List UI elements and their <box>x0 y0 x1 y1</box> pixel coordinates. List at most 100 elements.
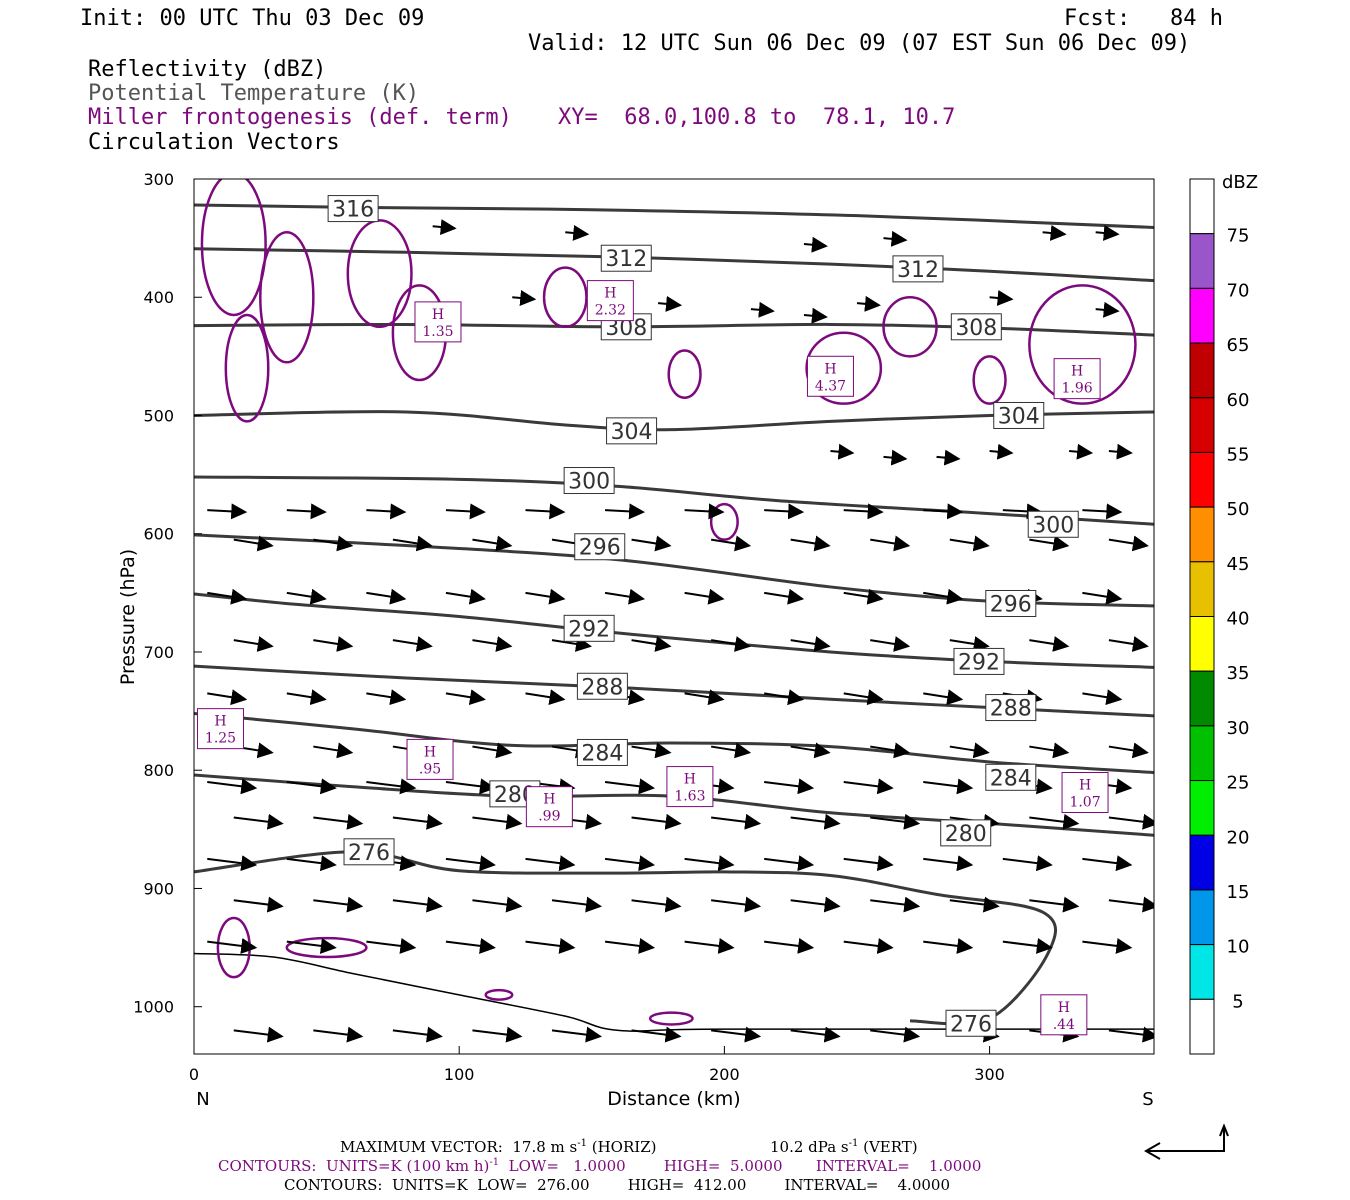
circulation-vector <box>472 535 513 552</box>
x-tick-label-3: 300 <box>974 1065 1005 1084</box>
circulation-vector <box>710 636 752 652</box>
theta-contour-316-0 <box>194 203 1154 229</box>
frontogenesis-contour <box>346 219 413 329</box>
theta-edge-label-5-box <box>953 647 1005 675</box>
colorbar-swatch-4 <box>1189 397 1215 453</box>
circulation-vector <box>233 896 284 913</box>
circulation-vector <box>313 636 354 652</box>
circulation-vector <box>790 742 831 759</box>
field-miller: Miller frontogenesis (def. term) <box>88 105 512 130</box>
circulation-vector <box>1082 588 1123 605</box>
circulation-vector <box>870 1026 921 1043</box>
frontogenesis-contour <box>1028 284 1137 405</box>
theta-label-0-box <box>327 195 379 223</box>
circulation-vector <box>604 937 656 954</box>
circulation-vector <box>551 636 592 652</box>
circulation-vector <box>286 937 337 954</box>
circulation-vector <box>366 689 407 706</box>
theta-contour-300-5 <box>194 475 1154 526</box>
colorbar-level-50: 50 <box>1227 499 1250 520</box>
theta-edge-label-0-box <box>892 255 944 283</box>
reference-vector <box>1148 1128 1225 1152</box>
theta-edge-label-1: 308 <box>955 316 997 341</box>
circulation-vector <box>790 636 831 652</box>
circulation-vector <box>1108 813 1154 830</box>
frontogenesis-max-box-7 <box>666 766 714 808</box>
frontogenesis-max-box-3 <box>1053 358 1101 400</box>
circulation-vector <box>512 290 537 306</box>
circulation-vector <box>657 295 683 312</box>
circulation-vector <box>764 855 815 872</box>
circulation-vector <box>445 689 486 706</box>
circulation-vector <box>1029 896 1080 913</box>
circulation-vector <box>1108 1026 1154 1043</box>
frontogenesis-max-value-4: 1.25 <box>205 731 236 747</box>
frontogenesis-max-box-1 <box>586 280 634 322</box>
circulation-vector <box>366 503 407 520</box>
circulation-vector <box>286 588 327 605</box>
theta-edge-label-3: 300 <box>1032 513 1074 538</box>
theta-label-6: 296 <box>579 536 621 561</box>
circulation-vector <box>989 443 1014 460</box>
circulation-vector <box>764 778 815 795</box>
circulation-vector <box>472 636 513 652</box>
theta-edge-label-7: 284 <box>990 766 1032 791</box>
frontogenesis-max-value-8: 1.07 <box>1069 795 1100 811</box>
circulation-vector <box>233 535 274 552</box>
frontogenesis-max-h-9: H <box>1058 1000 1070 1016</box>
circulation-vector <box>366 588 407 605</box>
circulation-vector <box>750 301 775 318</box>
colorbar-level-45: 45 <box>1227 554 1250 575</box>
reference-vector-arrowhead-vert <box>1219 1123 1229 1137</box>
circulation-vector <box>923 855 974 872</box>
frontogenesis-max-h-3: H <box>1071 364 1083 380</box>
theta-edge-label-8-box <box>940 819 992 847</box>
frontogenesis-max-box-6 <box>525 786 573 828</box>
theta-label-11-box <box>343 838 395 866</box>
y-tick-label-6: 900 <box>143 879 174 898</box>
xy-endpoints: XY= 68.0,100.8 to 78.1, 10.7 <box>558 105 956 130</box>
circulation-vector <box>366 937 417 954</box>
circulation-vector <box>604 588 646 605</box>
frontogenesis-max-box-4 <box>197 708 245 750</box>
frontogenesis-max-box-5 <box>406 738 454 780</box>
circulation-vector <box>684 689 725 706</box>
frontogenesis-max-h-5: H <box>424 744 436 760</box>
circulation-vector <box>392 1026 443 1043</box>
circulation-vector <box>1082 503 1123 520</box>
circulation-vector <box>392 896 443 913</box>
circulation-vector <box>843 937 894 954</box>
circulation-vector <box>923 778 974 795</box>
theta-edge-label-6-box <box>985 694 1037 722</box>
y-tick-label-4: 700 <box>143 643 174 662</box>
circulation-vector <box>1069 443 1094 460</box>
theta-edge-label-8: 280 <box>945 822 987 847</box>
colorbar-swatch-1 <box>1189 233 1215 289</box>
circulation-vector <box>1029 636 1070 652</box>
circulation-vector <box>710 742 752 759</box>
circulation-vector <box>1108 443 1133 460</box>
theta-edge-label-5: 292 <box>958 650 1000 675</box>
circulation-vector <box>286 689 327 706</box>
frontogenesis-contour <box>805 331 883 405</box>
circulation-vector <box>870 742 911 759</box>
circulation-vector <box>1002 937 1053 954</box>
theta-label-9: 284 <box>581 741 623 766</box>
theta-label-8-box <box>576 672 628 700</box>
circulation-vector <box>1108 742 1149 759</box>
circulation-vector <box>525 937 576 954</box>
colorbar-swatch-2 <box>1189 287 1215 344</box>
frontogenesis-max-h-4: H <box>214 714 226 730</box>
theta-label-7-box <box>563 614 615 642</box>
footer-contours-theta: CONTOURS: UNITS=K LOW= 276.00 HIGH= 412.… <box>284 1176 950 1194</box>
theta-edge-label-2: 304 <box>998 404 1040 429</box>
x-end-label-left: N <box>196 1089 209 1110</box>
circulation-vector <box>870 535 911 552</box>
frontogenesis-max-box-2 <box>806 355 854 397</box>
circulation-vector <box>843 855 894 872</box>
field-vectors: Circulation Vectors <box>88 130 340 155</box>
theta-edge-label-1-box <box>950 313 1002 341</box>
circulation-vector <box>525 855 576 872</box>
colorbar-swatch-12 <box>1189 834 1215 891</box>
circulation-vector <box>790 813 841 830</box>
